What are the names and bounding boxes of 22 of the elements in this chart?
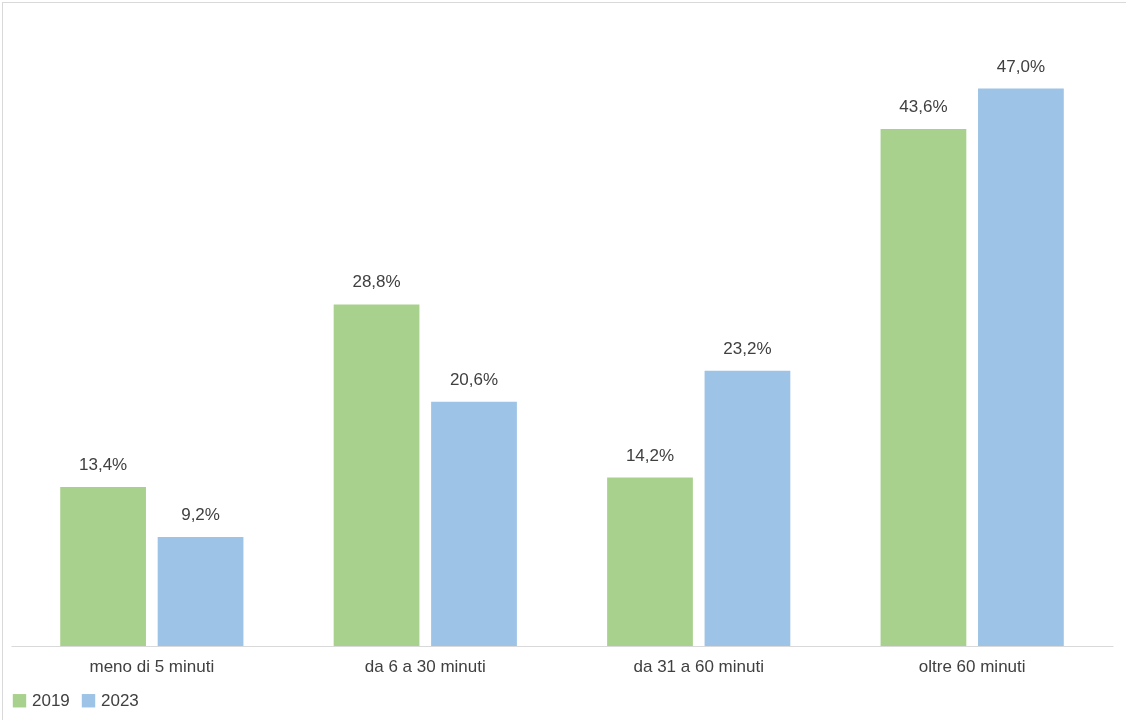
data-label: 23,2% [723, 338, 772, 358]
bar [157, 536, 244, 646]
data-label: 13,4% [79, 455, 128, 475]
bar [333, 304, 420, 646]
data-label: 20,6% [449, 369, 499, 389]
data-label: 28,8% [352, 272, 401, 292]
data-label: 9,2% [181, 504, 220, 524]
x-tick-label: da 6 a 30 minuti [364, 656, 486, 676]
bar [880, 128, 967, 646]
bar [978, 88, 1064, 646]
legend-label: 2019 [32, 690, 70, 710]
x-tick-label: meno di 5 minuti [89, 656, 215, 676]
x-tick-label: da 31 a 60 minuti [633, 656, 764, 676]
data-label: 47,0% [996, 56, 1045, 76]
bar [431, 401, 517, 646]
legend-label: 2023 [101, 690, 139, 710]
bar [704, 370, 791, 646]
bar [60, 487, 146, 646]
data-label: 14,2% [625, 445, 675, 465]
bar [607, 477, 693, 646]
x-tick-label: oltre 60 minuti [918, 656, 1026, 676]
data-label: 43,6% [899, 96, 948, 116]
